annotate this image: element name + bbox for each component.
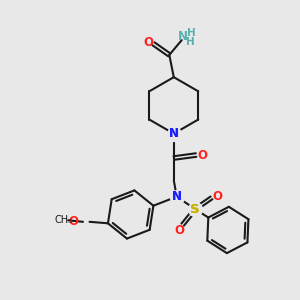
Text: O: O [143, 36, 153, 49]
Text: N: N [172, 190, 182, 203]
Text: S: S [190, 202, 200, 216]
Text: O: O [197, 148, 207, 162]
Text: H: H [187, 28, 196, 38]
Text: S: S [190, 202, 200, 216]
Text: H: H [186, 37, 194, 47]
Text: O: O [68, 215, 78, 228]
Text: CH₃: CH₃ [55, 215, 73, 225]
Text: N: N [178, 30, 188, 43]
Text: O: O [212, 190, 223, 203]
Text: N: N [169, 127, 179, 140]
Text: N: N [172, 190, 182, 203]
Text: N: N [169, 127, 179, 140]
Text: O: O [175, 224, 185, 237]
